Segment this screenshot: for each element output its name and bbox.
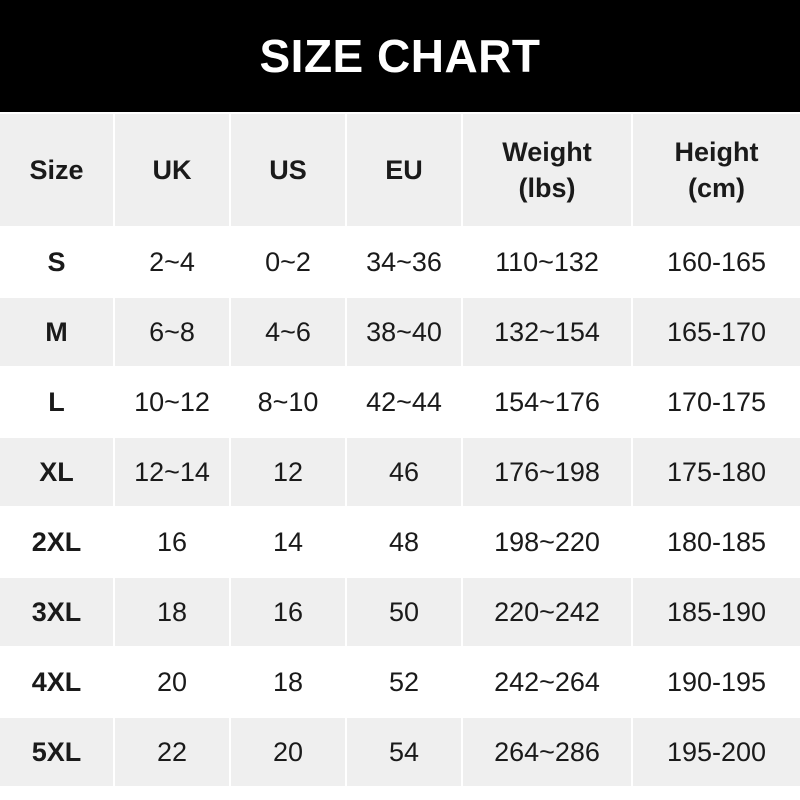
header-row: Size UK US EU Weight (lbs) Height (cm) — [0, 114, 800, 228]
size-cell: 2XL — [0, 508, 115, 578]
table-cell: 48 — [347, 508, 463, 578]
table-cell: 52 — [347, 648, 463, 718]
table-row: 5XL 22 20 54 264~286 195-200 — [0, 718, 800, 788]
table-cell: 0~2 — [231, 228, 347, 298]
table-cell: 18 — [231, 648, 347, 718]
table-cell: 18 — [115, 578, 231, 648]
table-cell: 170-175 — [633, 368, 800, 438]
table-cell: 14 — [231, 508, 347, 578]
table-cell: 190-195 — [633, 648, 800, 718]
table-cell: 16 — [231, 578, 347, 648]
size-table: Size UK US EU Weight (lbs) Height (cm) S 2~4 0~… — [0, 114, 800, 788]
table-row: L 10~12 8~10 42~44 154~176 170-175 — [0, 368, 800, 438]
table-cell: 132~154 — [463, 298, 633, 368]
table-cell: 160-165 — [633, 228, 800, 298]
table-cell: 175-180 — [633, 438, 800, 508]
table-cell: 2~4 — [115, 228, 231, 298]
column-header: EU — [347, 114, 463, 228]
table-cell: 110~132 — [463, 228, 633, 298]
table-row: 4XL 20 18 52 242~264 190-195 — [0, 648, 800, 718]
table-cell: 185-190 — [633, 578, 800, 648]
table-cell: 198~220 — [463, 508, 633, 578]
table-cell: 12 — [231, 438, 347, 508]
column-header: Height (cm) — [633, 114, 800, 228]
table-cell: 20 — [231, 718, 347, 788]
size-cell: L — [0, 368, 115, 438]
table-row: M 6~8 4~6 38~40 132~154 165-170 — [0, 298, 800, 368]
table-cell: 6~8 — [115, 298, 231, 368]
column-header: UK — [115, 114, 231, 228]
table-row: XL 12~14 12 46 176~198 175-180 — [0, 438, 800, 508]
table-cell: 22 — [115, 718, 231, 788]
table-cell: 176~198 — [463, 438, 633, 508]
table-cell: 220~242 — [463, 578, 633, 648]
size-cell: 4XL — [0, 648, 115, 718]
table-cell: 8~10 — [231, 368, 347, 438]
table-cell: 34~36 — [347, 228, 463, 298]
size-cell: S — [0, 228, 115, 298]
table-cell: 10~12 — [115, 368, 231, 438]
page-title: SIZE CHART — [0, 0, 800, 112]
size-cell: 3XL — [0, 578, 115, 648]
table-cell: 4~6 — [231, 298, 347, 368]
size-cell: XL — [0, 438, 115, 508]
table-cell: 50 — [347, 578, 463, 648]
column-header: Weight (lbs) — [463, 114, 633, 228]
table-cell: 180-185 — [633, 508, 800, 578]
table-row: 2XL 16 14 48 198~220 180-185 — [0, 508, 800, 578]
table-cell: 46 — [347, 438, 463, 508]
table-cell: 264~286 — [463, 718, 633, 788]
table-cell: 12~14 — [115, 438, 231, 508]
size-cell: M — [0, 298, 115, 368]
column-header: US — [231, 114, 347, 228]
table-cell: 42~44 — [347, 368, 463, 438]
size-cell: 5XL — [0, 718, 115, 788]
table-cell: 154~176 — [463, 368, 633, 438]
table-cell: 195-200 — [633, 718, 800, 788]
table-cell: 242~264 — [463, 648, 633, 718]
table-row: 3XL 18 16 50 220~242 185-190 — [0, 578, 800, 648]
table-cell: 16 — [115, 508, 231, 578]
table-row: S 2~4 0~2 34~36 110~132 160-165 — [0, 228, 800, 298]
table-cell: 38~40 — [347, 298, 463, 368]
table-cell: 20 — [115, 648, 231, 718]
table-cell: 54 — [347, 718, 463, 788]
table-cell: 165-170 — [633, 298, 800, 368]
column-header: Size — [0, 114, 115, 228]
